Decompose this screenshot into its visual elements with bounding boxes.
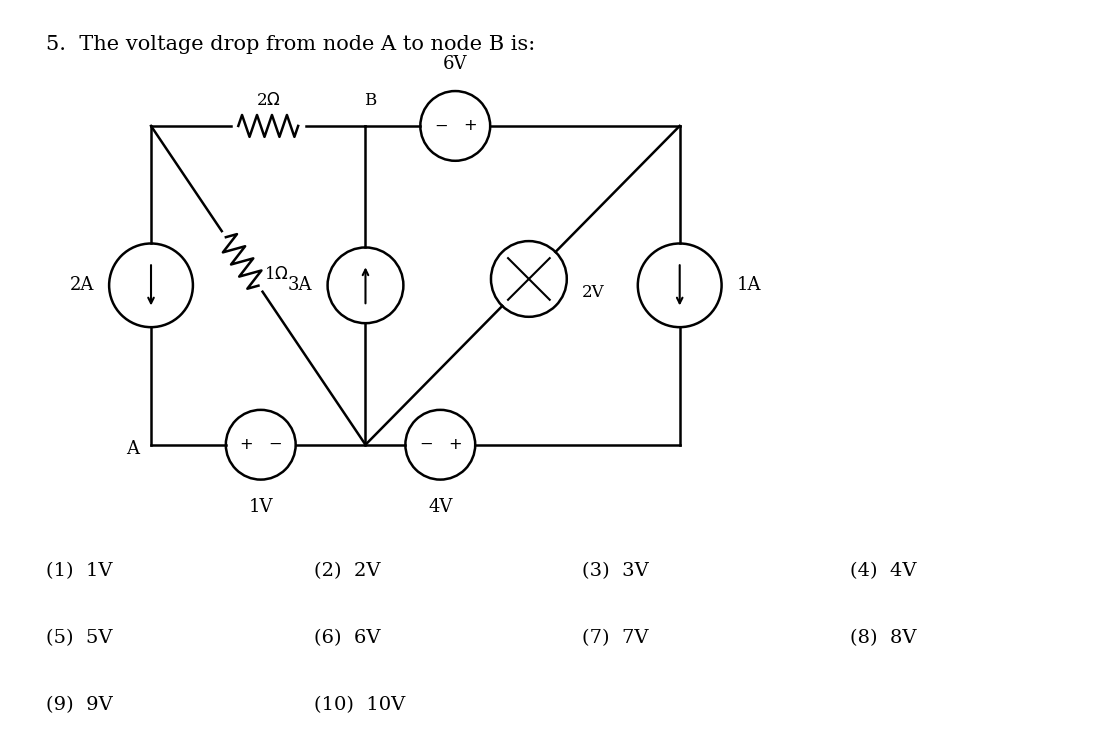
Text: (5)  5V: (5) 5V (46, 629, 113, 647)
Text: 5.  The voltage drop from node A to node B is:: 5. The voltage drop from node A to node … (46, 35, 535, 54)
Text: 4V: 4V (429, 498, 452, 516)
Text: B: B (365, 92, 377, 109)
Text: 1A: 1A (736, 276, 761, 294)
Text: 6V: 6V (443, 55, 468, 73)
Text: (7)  7V: (7) 7V (582, 629, 648, 647)
Text: (6)  6V: (6) 6V (314, 629, 380, 647)
Text: −: − (269, 437, 282, 452)
Text: (4)  4V: (4) 4V (849, 562, 916, 580)
Text: −: − (419, 437, 432, 452)
Text: 2V: 2V (582, 284, 604, 301)
Text: −: − (434, 118, 448, 133)
Text: 1$\Omega$: 1$\Omega$ (264, 267, 289, 283)
Text: 2$\Omega$: 2$\Omega$ (256, 92, 281, 109)
Text: A: A (126, 440, 139, 457)
Text: +: + (463, 118, 477, 133)
Text: +: + (239, 437, 253, 452)
Text: +: + (448, 437, 462, 452)
Text: (9)  9V: (9) 9V (46, 696, 113, 714)
Text: (10)  10V: (10) 10V (314, 696, 405, 714)
Text: (2)  2V: (2) 2V (314, 562, 380, 580)
Text: (1)  1V: (1) 1V (46, 562, 113, 580)
Text: (3)  3V: (3) 3V (582, 562, 649, 580)
Text: 1V: 1V (248, 498, 273, 516)
Text: 2A: 2A (69, 276, 94, 294)
Text: 3A: 3A (288, 276, 312, 294)
Text: (8)  8V: (8) 8V (849, 629, 916, 647)
